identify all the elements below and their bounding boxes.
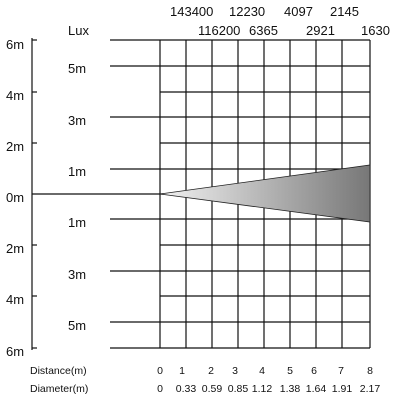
diameter-values: 0 0.33 0.59 0.85 1.12 1.38 1.64 1.91 2.1… — [157, 383, 380, 395]
inner-label: 3m — [68, 113, 86, 128]
inner-label: 3m — [68, 267, 86, 282]
left-axis-label: 4m — [6, 88, 24, 103]
lux-top-value: 4097 — [284, 4, 313, 19]
beam-cone — [159, 164, 371, 223]
left-axis-label: 2m — [6, 241, 24, 256]
diameter-value: 0.33 — [176, 383, 197, 395]
distance-value: 6 — [311, 365, 317, 377]
diameter-value: 1.12 — [252, 383, 273, 395]
left-axis-label: 6m — [6, 344, 24, 359]
inner-label: 1m — [68, 215, 86, 230]
diameter-label: Diameter(m) — [30, 383, 88, 395]
distance-value: 8 — [367, 365, 373, 377]
distance-value: 5 — [287, 365, 293, 377]
distance-value: 0 — [157, 365, 163, 377]
diameter-value: 2.17 — [360, 383, 381, 395]
lux-bottom-value: 1630 — [361, 23, 390, 38]
lux-bottom-value: 116200 — [198, 23, 240, 38]
lux-bottom-value: 2921 — [306, 23, 335, 38]
diameter-value: 0.85 — [228, 383, 249, 395]
diameter-value: 1.91 — [332, 383, 353, 395]
left-axis-label: 6m — [6, 37, 24, 52]
diameter-value: 0.59 — [202, 383, 223, 395]
distance-value: 2 — [208, 365, 214, 377]
diameter-value: 1.38 — [280, 383, 301, 395]
distance-values: 0 1 2 3 4 5 6 7 8 — [157, 365, 373, 377]
distance-value: 4 — [259, 365, 265, 377]
inner-label: 1m — [68, 164, 86, 179]
left-axis-label: 2m — [6, 139, 24, 154]
lux-top-value: 12230 — [229, 4, 265, 19]
lux-header: Lux — [68, 23, 89, 38]
diameter-value: 0 — [157, 383, 163, 395]
inner-label: 5m — [68, 61, 86, 76]
lux-top-value: 2145 — [330, 4, 359, 19]
left-axis-label: 0m — [6, 190, 24, 205]
lux-bottom-value: 6365 — [249, 23, 278, 38]
inner-label: 5m — [68, 318, 86, 333]
distance-value: 7 — [338, 365, 344, 377]
diameter-value: 1.64 — [306, 383, 327, 395]
left-axis-label: 4m — [6, 292, 24, 307]
distance-value: 3 — [232, 365, 238, 377]
distance-label: Distance(m) — [30, 365, 87, 377]
distance-value: 1 — [179, 365, 185, 377]
lux-top-value: 143400 — [170, 4, 213, 19]
